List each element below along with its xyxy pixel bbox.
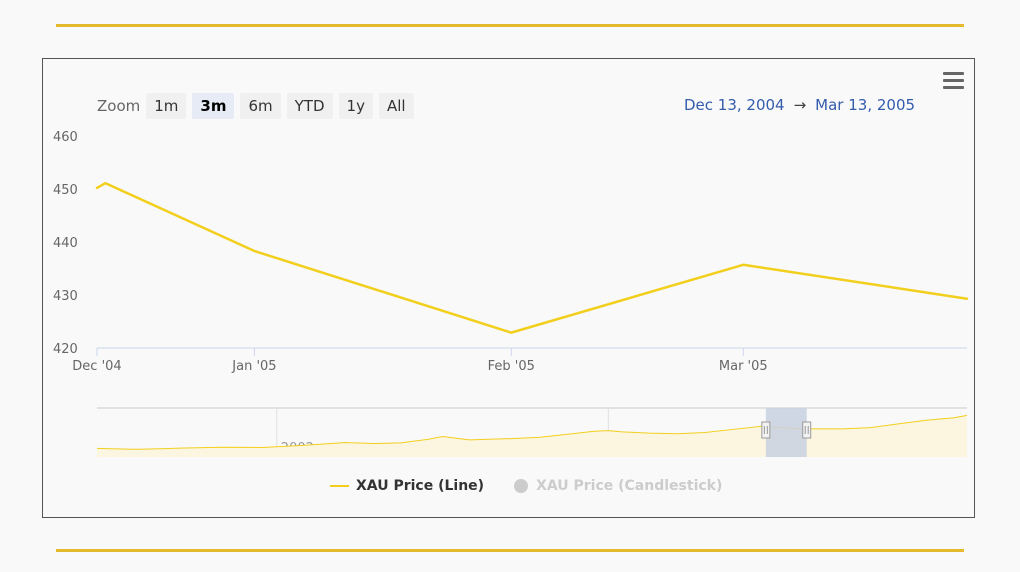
navigator-area xyxy=(97,415,967,457)
menu-bar-icon xyxy=(943,86,964,89)
legend-label-candlestick: XAU Price (Candlestick) xyxy=(536,478,723,494)
navigator-left-handle[interactable] xyxy=(761,421,771,439)
legend-label-line: XAU Price (Line) xyxy=(356,478,485,494)
y-tick-label: 450 xyxy=(53,183,78,198)
legend-line-swatch-icon xyxy=(330,485,349,487)
top-accent-rule xyxy=(56,24,964,27)
navigator-right-handle[interactable] xyxy=(802,421,812,439)
x-tick-label: Jan '05 xyxy=(231,359,276,374)
handle-grip-icon xyxy=(761,421,771,439)
zoom-6m-button[interactable]: 6m xyxy=(240,92,281,119)
handle-grip-icon xyxy=(802,421,812,439)
x-tick-label: Mar '05 xyxy=(719,359,768,374)
date-range-to[interactable]: Mar 13, 2005 xyxy=(815,96,916,114)
date-range-arrow-icon: → xyxy=(793,96,807,114)
hamburger-menu-icon[interactable] xyxy=(943,72,965,92)
navigator[interactable]: 20022004 xyxy=(96,407,968,457)
y-tick-label: 440 xyxy=(53,236,78,251)
y-tick-label: 420 xyxy=(53,342,78,357)
range-selector: Zoom 1m 3m 6m YTD 1y All xyxy=(97,92,420,119)
plot-axes: 420 430 440 450 460 Dec '04 Jan '05 Feb '05 Mar … xyxy=(53,130,967,374)
legend-item-candlestick[interactable]: XAU Price (Candlestick) xyxy=(514,478,722,494)
menu-bar-icon xyxy=(943,79,964,82)
date-range-display: Dec 13, 2004 → Mar 13, 2005 xyxy=(684,96,915,114)
plot-series xyxy=(95,181,969,334)
bottom-accent-rule xyxy=(56,549,964,552)
x-tick-label: Dec '04 xyxy=(72,359,121,374)
y-tick-label: 460 xyxy=(53,130,78,145)
zoom-all-button[interactable]: All xyxy=(378,92,414,119)
series-line-xau-price xyxy=(95,181,969,334)
x-tick-label: Feb '05 xyxy=(488,359,535,374)
zoom-1y-button[interactable]: 1y xyxy=(338,92,373,119)
navigator-series-line xyxy=(96,414,968,450)
menu-bar-icon xyxy=(943,72,964,75)
zoom-ytd-button[interactable]: YTD xyxy=(286,92,333,119)
y-tick-label: 430 xyxy=(53,289,78,304)
zoom-1m-button[interactable]: 1m xyxy=(146,92,187,119)
legend-item-line[interactable]: XAU Price (Line) xyxy=(330,478,484,494)
zoom-label: Zoom xyxy=(97,96,141,115)
chart-legend: XAU Price (Line) XAU Price (Candlestick) xyxy=(330,477,752,495)
zoom-3m-button[interactable]: 3m xyxy=(192,92,235,119)
date-range-from[interactable]: Dec 13, 2004 xyxy=(684,96,785,114)
legend-dot-swatch-icon xyxy=(514,479,529,493)
navigator-selected-range[interactable] xyxy=(765,408,807,457)
